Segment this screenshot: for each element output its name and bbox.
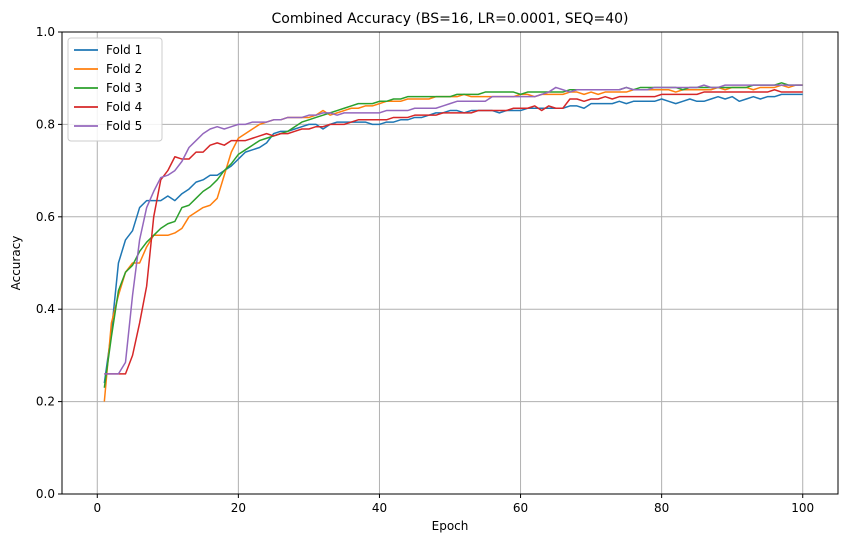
- y-tick-label: 0.6: [36, 210, 55, 224]
- series-lines: [103, 82, 803, 402]
- grid-lines: [62, 31, 838, 495]
- plot-area-frame: [61, 31, 839, 495]
- y-axis-label: Accuracy: [9, 236, 23, 291]
- series-line-fold-5: [104, 84, 803, 375]
- series-line-fold-4: [104, 89, 803, 375]
- y-tick-label: 0.8: [36, 117, 55, 131]
- legend-box: [67, 37, 163, 142]
- legend-entry-label: Fold 2: [106, 62, 142, 76]
- legend-entry-label: Fold 4: [106, 100, 142, 114]
- y-tick-label: 0.0: [36, 487, 55, 501]
- axis-ticks: 0 20 40 60 80 100 0.0 0.2 0.4 0.6 0.8 1.0: [36, 25, 814, 515]
- x-tick-label: 100: [791, 501, 814, 515]
- y-tick-label: 1.0: [36, 25, 55, 39]
- x-axis-label: Epoch: [432, 519, 469, 533]
- series-line-fold-1: [103, 93, 803, 384]
- series-line-fold-3: [103, 82, 803, 388]
- series-line-fold-2: [103, 84, 803, 402]
- chart-title: Combined Accuracy (BS=16, LR=0.0001, SEQ…: [272, 11, 629, 27]
- legend: Fold 1 Fold 2 Fold 3 Fold 4 Fold 5: [67, 37, 163, 142]
- x-tick-label: 20: [231, 501, 246, 515]
- legend-entry-label: Fold 3: [106, 81, 142, 95]
- x-tick-label: 60: [513, 501, 528, 515]
- x-tick-label: 40: [372, 501, 387, 515]
- x-tick-label: 0: [93, 501, 101, 515]
- y-tick-label: 0.2: [36, 395, 55, 409]
- y-tick-label: 0.4: [36, 302, 55, 316]
- legend-entry-label: Fold 1: [106, 43, 142, 57]
- legend-entry-label: Fold 5: [106, 119, 142, 133]
- x-tick-label: 80: [654, 501, 669, 515]
